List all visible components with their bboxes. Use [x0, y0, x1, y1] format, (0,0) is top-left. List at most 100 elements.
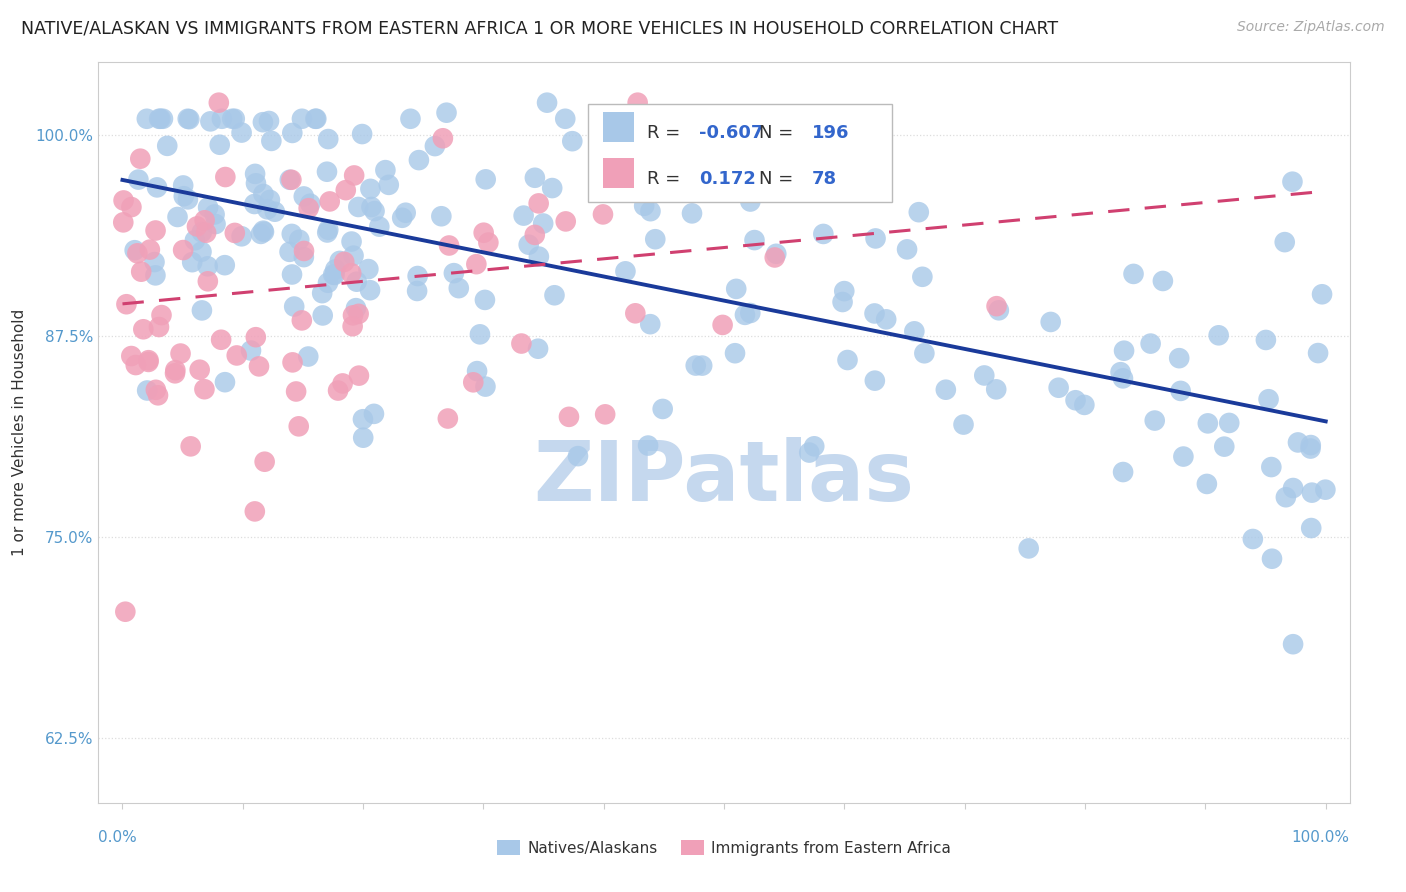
Point — [374, 163, 396, 178]
Point — [343, 169, 366, 183]
Text: 100.0%: 100.0% — [1292, 830, 1350, 845]
Text: 0.172: 0.172 — [699, 169, 756, 187]
Point — [152, 112, 174, 126]
Point — [323, 268, 346, 282]
Y-axis label: 1 or more Vehicles in Household: 1 or more Vehicles in Household — [13, 309, 27, 557]
Point — [1197, 417, 1219, 431]
Point — [363, 204, 385, 219]
Point — [149, 112, 172, 126]
Point — [352, 431, 374, 445]
Point — [145, 383, 167, 397]
Point — [1143, 413, 1166, 427]
Point — [347, 200, 370, 214]
Point — [340, 235, 363, 249]
Point — [204, 207, 226, 221]
Point — [225, 348, 247, 362]
Point — [543, 288, 565, 302]
Point — [252, 115, 274, 129]
Point — [352, 127, 374, 141]
Point — [744, 233, 766, 247]
Point — [903, 324, 925, 338]
Point — [875, 312, 897, 326]
Text: 0.0%: 0.0% — [98, 830, 138, 845]
Point — [197, 260, 219, 274]
Point — [911, 269, 934, 284]
Point — [231, 229, 253, 244]
Point — [406, 284, 429, 298]
Point — [333, 255, 356, 269]
Point — [335, 183, 357, 197]
Point — [1213, 440, 1236, 454]
Point — [837, 353, 859, 368]
Point — [734, 308, 756, 322]
Point — [986, 299, 1008, 313]
Point — [1281, 175, 1303, 189]
Point — [1282, 637, 1305, 651]
Point — [1299, 442, 1322, 456]
Point — [527, 342, 550, 356]
Point — [172, 243, 194, 257]
Point — [1152, 274, 1174, 288]
Point — [136, 384, 159, 398]
Point — [132, 322, 155, 336]
Point — [368, 219, 391, 234]
Point — [200, 114, 222, 128]
Point — [148, 112, 170, 126]
Point — [1112, 465, 1135, 479]
Point — [316, 223, 339, 237]
Point — [517, 237, 540, 252]
Point — [527, 196, 550, 211]
Point — [472, 226, 495, 240]
Point — [124, 244, 146, 258]
Point — [1310, 287, 1333, 301]
Point — [987, 303, 1010, 318]
Point — [986, 382, 1008, 396]
Text: N =: N = — [759, 124, 799, 142]
Point — [1257, 392, 1279, 407]
Point — [129, 265, 152, 279]
Point — [214, 258, 236, 272]
Point — [148, 320, 170, 334]
Point — [340, 266, 363, 280]
Point — [292, 250, 315, 264]
Point — [1112, 371, 1135, 385]
Point — [477, 235, 499, 250]
Point — [224, 112, 246, 126]
Point — [208, 137, 231, 152]
Point — [316, 276, 339, 290]
Point — [260, 134, 283, 148]
Point — [465, 257, 488, 271]
Point — [474, 172, 496, 186]
Point — [247, 359, 270, 374]
Point — [1122, 267, 1144, 281]
Point — [243, 504, 266, 518]
Point — [311, 286, 333, 301]
Point — [935, 383, 957, 397]
Point — [145, 268, 167, 283]
Point — [614, 264, 637, 278]
Point — [298, 201, 321, 215]
Point — [359, 182, 381, 196]
Point — [325, 262, 347, 277]
Point — [197, 274, 219, 288]
Point — [177, 112, 200, 126]
Point — [863, 374, 886, 388]
Point — [1170, 384, 1192, 398]
Point — [278, 173, 301, 187]
Text: 196: 196 — [811, 124, 849, 142]
Point — [512, 209, 534, 223]
Point — [378, 178, 401, 192]
Point — [1299, 438, 1322, 452]
Text: ZIPatlas: ZIPatlas — [534, 436, 914, 517]
Point — [638, 317, 661, 331]
Point — [357, 262, 380, 277]
Point — [685, 359, 707, 373]
Point — [184, 233, 207, 247]
Point — [297, 350, 319, 364]
Point — [347, 307, 370, 321]
Point — [188, 362, 211, 376]
Point — [952, 417, 974, 432]
Point — [567, 449, 589, 463]
Point — [740, 194, 762, 209]
Point — [832, 284, 855, 298]
